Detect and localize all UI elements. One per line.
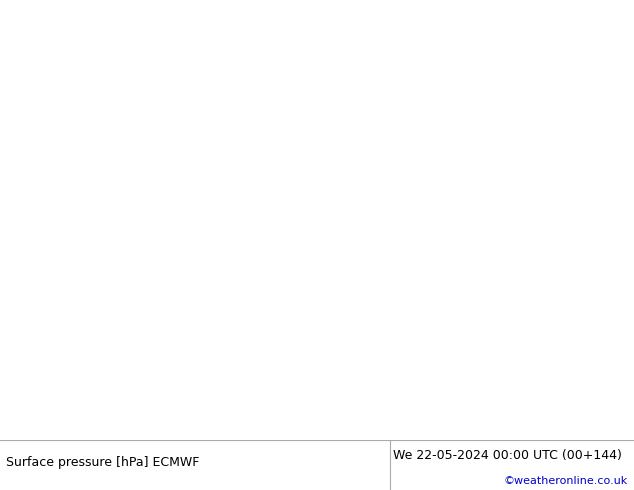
- Text: ©weatheronline.co.uk: ©weatheronline.co.uk: [503, 476, 628, 486]
- Text: Surface pressure [hPa] ECMWF: Surface pressure [hPa] ECMWF: [6, 456, 200, 469]
- Text: We 22-05-2024 00:00 UTC (00+144): We 22-05-2024 00:00 UTC (00+144): [393, 448, 622, 462]
